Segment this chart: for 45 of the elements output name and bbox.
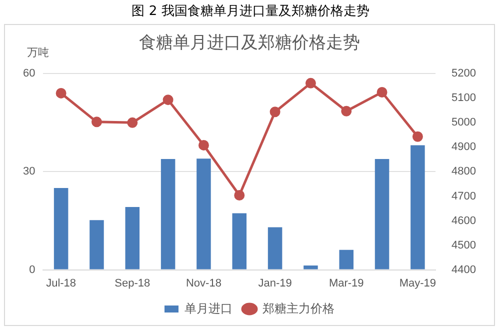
y2-tick-label: 4900 — [452, 141, 476, 154]
point — [162, 94, 174, 106]
point — [270, 106, 280, 118]
y-axis-title: 万吨 — [27, 45, 49, 60]
y2-tick-label: 5200 — [452, 68, 476, 80]
x-tick-label: Nov-18 — [186, 277, 222, 290]
x-tick-label: May-19 — [399, 277, 436, 290]
bar — [125, 207, 140, 270]
chart-subtitle: 食糖单月进口及郑糖价格走势 — [139, 33, 360, 53]
y-tick-label: 30 — [22, 166, 36, 178]
bar — [374, 158, 390, 270]
point — [56, 88, 66, 98]
bar — [196, 158, 211, 270]
point — [305, 78, 316, 88]
legend-label: 单月进口 — [184, 301, 232, 316]
x-tick-label: Mar-19 — [328, 277, 364, 290]
bar — [339, 250, 354, 270]
x-tick-label: Jul-18 — [46, 277, 76, 290]
point — [198, 140, 209, 150]
y2-tick-label: 4700 — [452, 190, 476, 202]
bar — [160, 158, 176, 270]
point — [376, 86, 388, 98]
bar — [90, 220, 104, 270]
bar — [54, 188, 68, 270]
chart-title: 图 2 我国食糖单月进口量及郑糖价格走势 — [130, 3, 370, 21]
y2-tick-label: 5000 — [452, 116, 476, 129]
y2-tick-label: 4800 — [452, 166, 476, 178]
y-tick-label: 0 — [29, 264, 36, 276]
bar — [268, 227, 282, 270]
y2-tick-label: 5100 — [452, 92, 476, 104]
point — [412, 131, 423, 142]
x-tick-label: Sep-18 — [114, 277, 150, 290]
legend-label: 郑糖主力价格 — [262, 301, 334, 316]
y-tick-label: 60 — [22, 68, 36, 80]
y2-tick-label: 4500 — [452, 239, 476, 252]
point — [341, 106, 352, 116]
x-tick-label: Jan-19 — [258, 277, 292, 290]
bar — [410, 145, 425, 270]
y2-tick-label: 4600 — [452, 214, 476, 227]
y2-tick-label: 4400 — [452, 264, 476, 276]
bar — [232, 213, 247, 270]
point — [234, 190, 245, 200]
bar — [304, 266, 318, 270]
point — [91, 116, 102, 128]
point — [127, 117, 138, 128]
